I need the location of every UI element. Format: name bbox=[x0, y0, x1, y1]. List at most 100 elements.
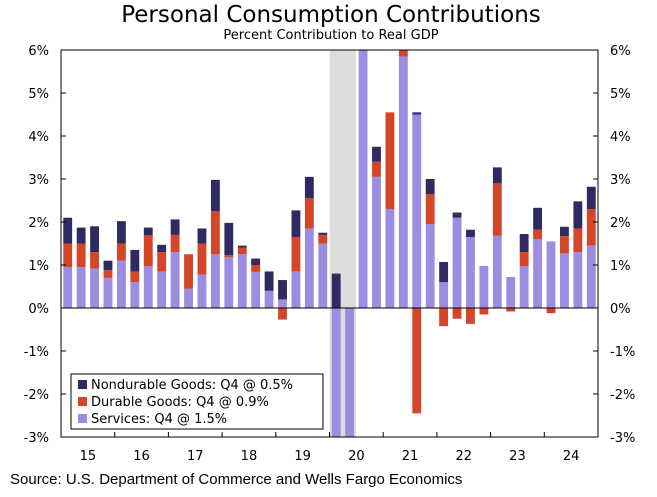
bar-2015Q1-nondurable-goods bbox=[63, 217, 73, 244]
legend-swatch-nondurable bbox=[78, 380, 87, 389]
y-tick-label-right: 3% bbox=[610, 173, 631, 188]
bar-2022Q3-durable-goods bbox=[466, 308, 475, 324]
bar-2015Q4-durable-goods bbox=[103, 270, 113, 278]
y-tick-label-left: 1% bbox=[28, 259, 49, 274]
bar-2024Q4-nondurable-goods bbox=[586, 186, 596, 210]
bar-2019Q2-nondurable-goods bbox=[291, 210, 301, 238]
bar-2019Q3-durable-goods bbox=[304, 198, 314, 229]
bar-2016Q2-nondurable-goods bbox=[130, 249, 140, 272]
bar-2024Q4-durable-goods bbox=[586, 209, 596, 246]
bar-2019Q4-nondurable-goods bbox=[318, 232, 328, 235]
bar-2024Q3-nondurable-goods bbox=[573, 201, 583, 229]
bar-2017Q4-nondurable-goods bbox=[210, 179, 220, 212]
bar-2019Q4-durable-goods bbox=[318, 234, 328, 244]
y-tick-label-right: 5% bbox=[610, 87, 631, 102]
bar-2023Q4-services bbox=[533, 239, 543, 308]
bar-2022Q3-services bbox=[466, 237, 475, 308]
bar-2020Q2-services bbox=[345, 308, 355, 437]
bar-2015Q3-services bbox=[90, 268, 99, 308]
bar-2015Q2-durable-goods bbox=[76, 243, 86, 268]
bar-2017Q3-services bbox=[197, 274, 207, 308]
bar-2024Q2-nondurable-goods bbox=[560, 226, 569, 237]
bar-2024Q2-services bbox=[560, 253, 569, 308]
bar-2022Q1-services bbox=[439, 282, 449, 308]
bar-2024Q1-durable-goods bbox=[546, 308, 556, 314]
bar-2018Q2-nondurable-goods bbox=[237, 245, 247, 248]
legend-label-services: Services: Q4 @ 1.5% bbox=[91, 412, 227, 427]
x-tick-label: 21 bbox=[402, 449, 419, 464]
y-tick-label-right: 6% bbox=[610, 44, 631, 59]
bar-2023Q2-services bbox=[506, 277, 516, 308]
bar-2019Q1-services bbox=[278, 299, 287, 308]
bar-2021Q3-nondurable-goods bbox=[412, 112, 422, 115]
bar-2015Q4-nondurable-goods bbox=[103, 260, 113, 271]
legend-box bbox=[70, 373, 324, 430]
bar-2015Q4-services bbox=[103, 277, 113, 308]
bar-2022Q2-nondurable-goods bbox=[452, 212, 462, 218]
bar-2018Q2-durable-goods bbox=[237, 247, 247, 255]
bar-2021Q1-durable-goods bbox=[385, 112, 395, 210]
y-tick-label-right: 4% bbox=[610, 130, 631, 145]
bar-2018Q1-nondurable-goods bbox=[224, 222, 234, 256]
bar-2019Q3-services bbox=[304, 228, 314, 308]
bar-2022Q4-services bbox=[479, 265, 489, 308]
bar-2021Q4-nondurable-goods bbox=[425, 179, 435, 195]
x-tick-label: 22 bbox=[455, 449, 472, 464]
bar-2018Q1-services bbox=[224, 257, 234, 308]
bar-2018Q4-nondurable-goods bbox=[264, 271, 274, 291]
legend-label-nondurable: Nondurable Goods: Q4 @ 0.5% bbox=[91, 378, 293, 393]
legend-swatch-services bbox=[78, 414, 87, 423]
bar-2016Q2-services bbox=[130, 282, 140, 308]
bar-2020Q1-nondurable-goods bbox=[331, 273, 341, 308]
legend-swatch-durable bbox=[78, 397, 87, 406]
bar-2018Q3-durable-goods bbox=[251, 265, 261, 272]
bar-2024Q1-services bbox=[546, 241, 556, 308]
bar-2019Q3-nondurable-goods bbox=[304, 176, 314, 199]
bar-2016Q3-services bbox=[143, 266, 153, 308]
bar-2022Q3-nondurable-goods bbox=[466, 229, 475, 238]
bar-2016Q1-nondurable-goods bbox=[116, 221, 126, 244]
y-axis: 6% 6% 5% 5% 4% 4% 3% 3% 2% 2% 1% 1% 0% 0% -1% -1% -2% -2%… bbox=[24, 44, 636, 446]
x-tick-label: 18 bbox=[241, 449, 258, 464]
bar-2016Q1-services bbox=[116, 260, 126, 308]
x-tick-label: 17 bbox=[187, 449, 204, 464]
bar-2024Q3-durable-goods bbox=[573, 228, 583, 253]
x-tick-label: 15 bbox=[80, 449, 97, 464]
y-tick-label-right: -1% bbox=[610, 345, 635, 360]
bar-2021Q1-services bbox=[385, 209, 395, 308]
bar-2022Q2-services bbox=[452, 217, 462, 308]
bar-2023Q1-durable-goods bbox=[492, 183, 502, 236]
bar-2021Q3-services bbox=[412, 114, 422, 308]
bar-2015Q3-durable-goods bbox=[90, 252, 99, 269]
bar-2021Q2-durable-goods bbox=[398, 50, 408, 57]
bar-2023Q3-services bbox=[519, 266, 529, 308]
y-tick-label-right: 2% bbox=[610, 216, 631, 231]
legend-label-durable: Durable Goods: Q4 @ 0.9% bbox=[91, 395, 269, 410]
bar-2020Q4-durable-goods bbox=[372, 161, 381, 177]
y-tick-label-left: 2% bbox=[28, 216, 49, 231]
bar-2015Q1-durable-goods bbox=[63, 243, 73, 268]
y-tick-label-left: -2% bbox=[24, 388, 49, 403]
bar-2019Q4-services bbox=[318, 243, 328, 308]
legend-entry-services: Services: Q4 @ 1.5% bbox=[78, 412, 227, 427]
bar-2018Q4-services bbox=[264, 290, 274, 308]
bars-layer bbox=[63, 50, 596, 437]
chart-subtitle: Percent Contribution to Real GDP bbox=[223, 28, 438, 43]
bar-2018Q2-services bbox=[237, 254, 247, 308]
bar-2020Q1-services bbox=[331, 308, 341, 437]
bar-2015Q2-services bbox=[76, 267, 86, 308]
bar-2023Q4-nondurable-goods bbox=[533, 207, 543, 230]
y-tick-label-left: -1% bbox=[24, 345, 49, 360]
y-tick-label-right: -3% bbox=[610, 431, 635, 446]
bar-2019Q1-durable-goods bbox=[278, 308, 287, 320]
bar-2021Q4-services bbox=[425, 224, 435, 308]
x-axis: 15 16 17 18 19 20 21 22 23 24 bbox=[80, 432, 579, 464]
bar-2022Q4-durable-goods bbox=[479, 308, 489, 315]
bar-2018Q1-durable-goods bbox=[224, 255, 234, 258]
bar-2020Q4-nondurable-goods bbox=[372, 146, 381, 162]
bar-2023Q4-durable-goods bbox=[533, 229, 543, 240]
bar-2022Q2-durable-goods bbox=[452, 308, 462, 319]
bar-2021Q4-durable-goods bbox=[425, 194, 435, 225]
bar-2017Q4-services bbox=[210, 254, 220, 308]
bar-2016Q3-nondurable-goods bbox=[143, 227, 153, 236]
